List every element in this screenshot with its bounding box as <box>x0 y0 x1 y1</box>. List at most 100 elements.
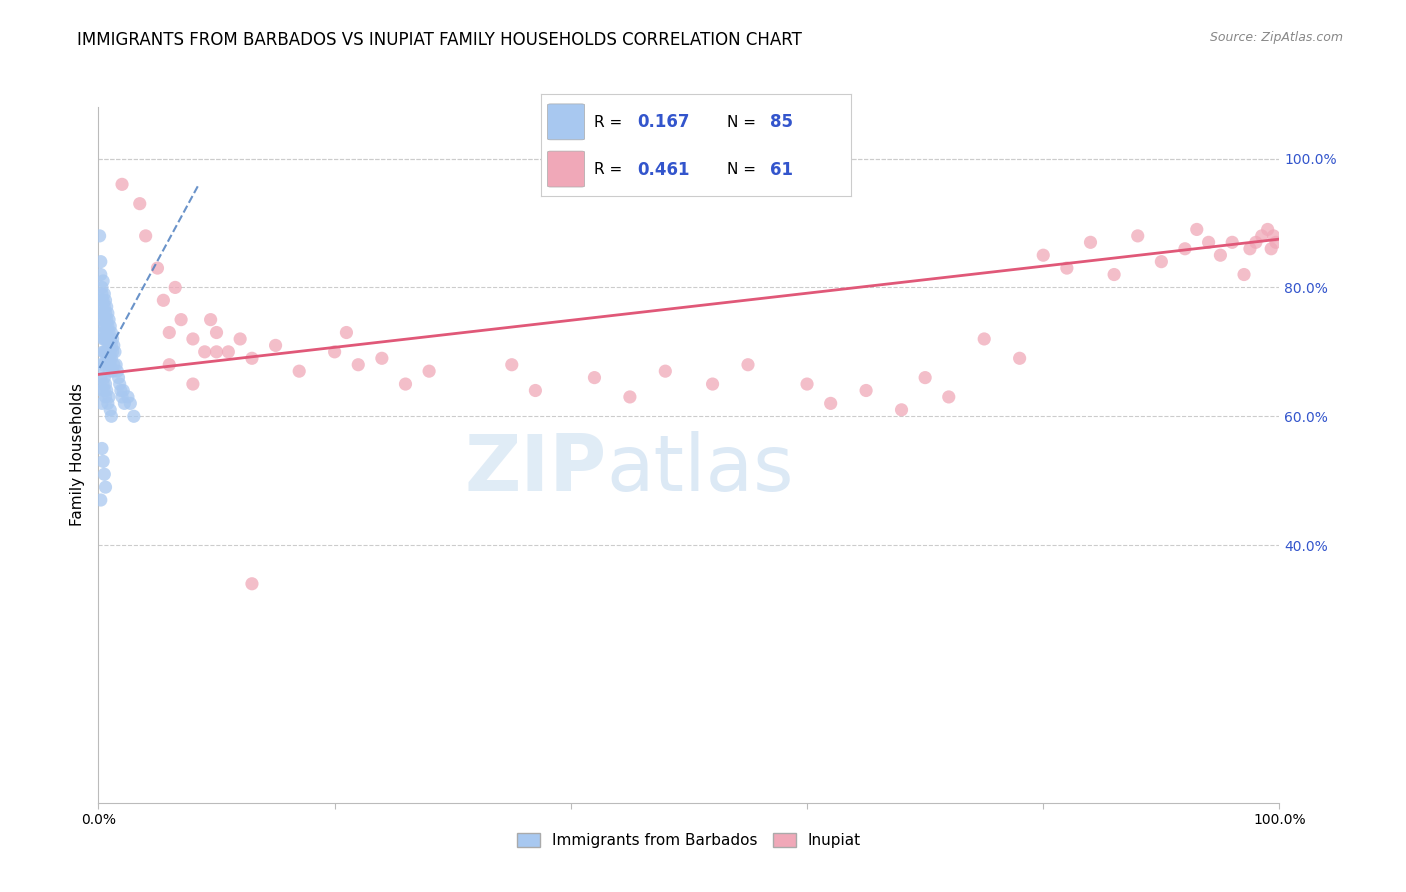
Point <box>111 178 134 192</box>
Point <box>100 351 122 366</box>
Point <box>100 338 122 352</box>
Point <box>97 396 120 410</box>
Point <box>91 358 114 372</box>
Text: ZIP: ZIP <box>464 431 606 507</box>
Point <box>98 351 121 366</box>
Point <box>97 332 120 346</box>
Point <box>93 312 115 326</box>
Point <box>89 228 111 243</box>
Point <box>91 319 114 334</box>
Point <box>418 364 440 378</box>
Point <box>205 326 228 340</box>
Legend: Immigrants from Barbados, Inupiat: Immigrants from Barbados, Inupiat <box>510 827 868 855</box>
Point <box>205 344 228 359</box>
Point <box>394 377 416 392</box>
Point <box>240 351 263 366</box>
Point <box>1209 248 1232 262</box>
Point <box>105 358 128 372</box>
Point <box>112 396 135 410</box>
Point <box>97 306 120 320</box>
Point <box>200 312 222 326</box>
Point <box>98 344 121 359</box>
Point <box>1185 222 1208 236</box>
Point <box>91 293 114 308</box>
Point <box>103 358 125 372</box>
Point <box>94 332 117 346</box>
Point <box>1198 235 1220 250</box>
Point <box>104 344 127 359</box>
Point <box>737 358 759 372</box>
Point <box>108 377 131 392</box>
Point <box>122 409 145 424</box>
Point <box>796 377 818 392</box>
Point <box>820 396 842 410</box>
Point <box>1244 235 1267 250</box>
Point <box>1150 254 1173 268</box>
Text: IMMIGRANTS FROM BARBADOS VS INUPIAT FAMILY HOUSEHOLDS CORRELATION CHART: IMMIGRANTS FROM BARBADOS VS INUPIAT FAMI… <box>77 31 803 49</box>
Point <box>96 326 118 340</box>
Point <box>98 338 121 352</box>
Point <box>93 384 115 398</box>
Point <box>157 326 180 340</box>
Point <box>98 358 121 372</box>
Point <box>98 390 121 404</box>
Point <box>229 332 252 346</box>
FancyBboxPatch shape <box>547 104 585 140</box>
Point <box>501 358 523 372</box>
Point <box>1260 242 1282 256</box>
Point <box>93 467 115 482</box>
Point <box>91 454 114 468</box>
Point <box>94 306 117 320</box>
Point <box>90 268 112 282</box>
Point <box>101 332 124 346</box>
Point <box>98 312 121 326</box>
Point <box>103 338 125 352</box>
Point <box>101 364 124 378</box>
Point <box>335 326 357 340</box>
Point <box>105 364 128 378</box>
Point <box>100 326 122 340</box>
Point <box>890 402 912 417</box>
Point <box>96 384 118 398</box>
Point <box>90 370 112 384</box>
Point <box>96 351 118 366</box>
Point <box>96 300 118 314</box>
Point <box>1263 228 1285 243</box>
Point <box>91 332 114 346</box>
Point <box>1126 228 1149 243</box>
Point <box>93 286 115 301</box>
Point <box>96 312 118 326</box>
Text: 61: 61 <box>770 161 793 178</box>
Point <box>288 364 311 378</box>
Point <box>1008 351 1031 366</box>
Point <box>1220 235 1243 250</box>
Point <box>157 358 180 372</box>
Point <box>98 332 121 346</box>
Point <box>91 442 114 456</box>
Point <box>93 370 115 384</box>
Point <box>1250 228 1272 243</box>
Point <box>152 293 174 308</box>
Point <box>90 254 112 268</box>
Point <box>855 384 877 398</box>
Point <box>93 300 115 314</box>
Point <box>100 409 122 424</box>
Point <box>170 312 193 326</box>
Point <box>91 286 114 301</box>
Point <box>94 293 117 308</box>
Point <box>98 402 121 417</box>
Point <box>91 306 114 320</box>
Text: R =: R = <box>593 162 627 178</box>
Y-axis label: Family Households: Family Households <box>70 384 86 526</box>
Point <box>702 377 724 392</box>
Point <box>94 480 117 494</box>
Text: 0.167: 0.167 <box>637 113 690 131</box>
Point <box>90 493 112 508</box>
Point <box>938 390 960 404</box>
Point <box>93 326 115 340</box>
Text: R =: R = <box>593 115 627 130</box>
Point <box>264 338 287 352</box>
Point <box>91 280 114 294</box>
Point <box>91 377 114 392</box>
Point <box>94 319 117 334</box>
